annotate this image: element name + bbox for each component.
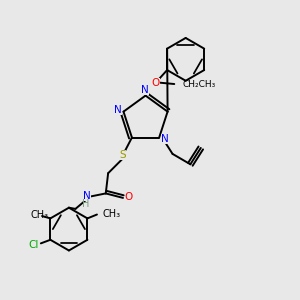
Text: N: N <box>141 85 149 95</box>
Text: CH₃: CH₃ <box>103 209 121 219</box>
Text: CH₃: CH₃ <box>31 210 49 220</box>
Text: O: O <box>152 77 160 88</box>
Text: N: N <box>114 105 122 115</box>
Text: O: O <box>125 192 133 202</box>
Text: N: N <box>160 134 168 144</box>
Text: H: H <box>82 200 89 209</box>
Text: Cl: Cl <box>28 239 38 250</box>
Text: N: N <box>83 191 91 201</box>
Text: CH₂CH₃: CH₂CH₃ <box>183 80 216 88</box>
Text: S: S <box>120 150 126 160</box>
